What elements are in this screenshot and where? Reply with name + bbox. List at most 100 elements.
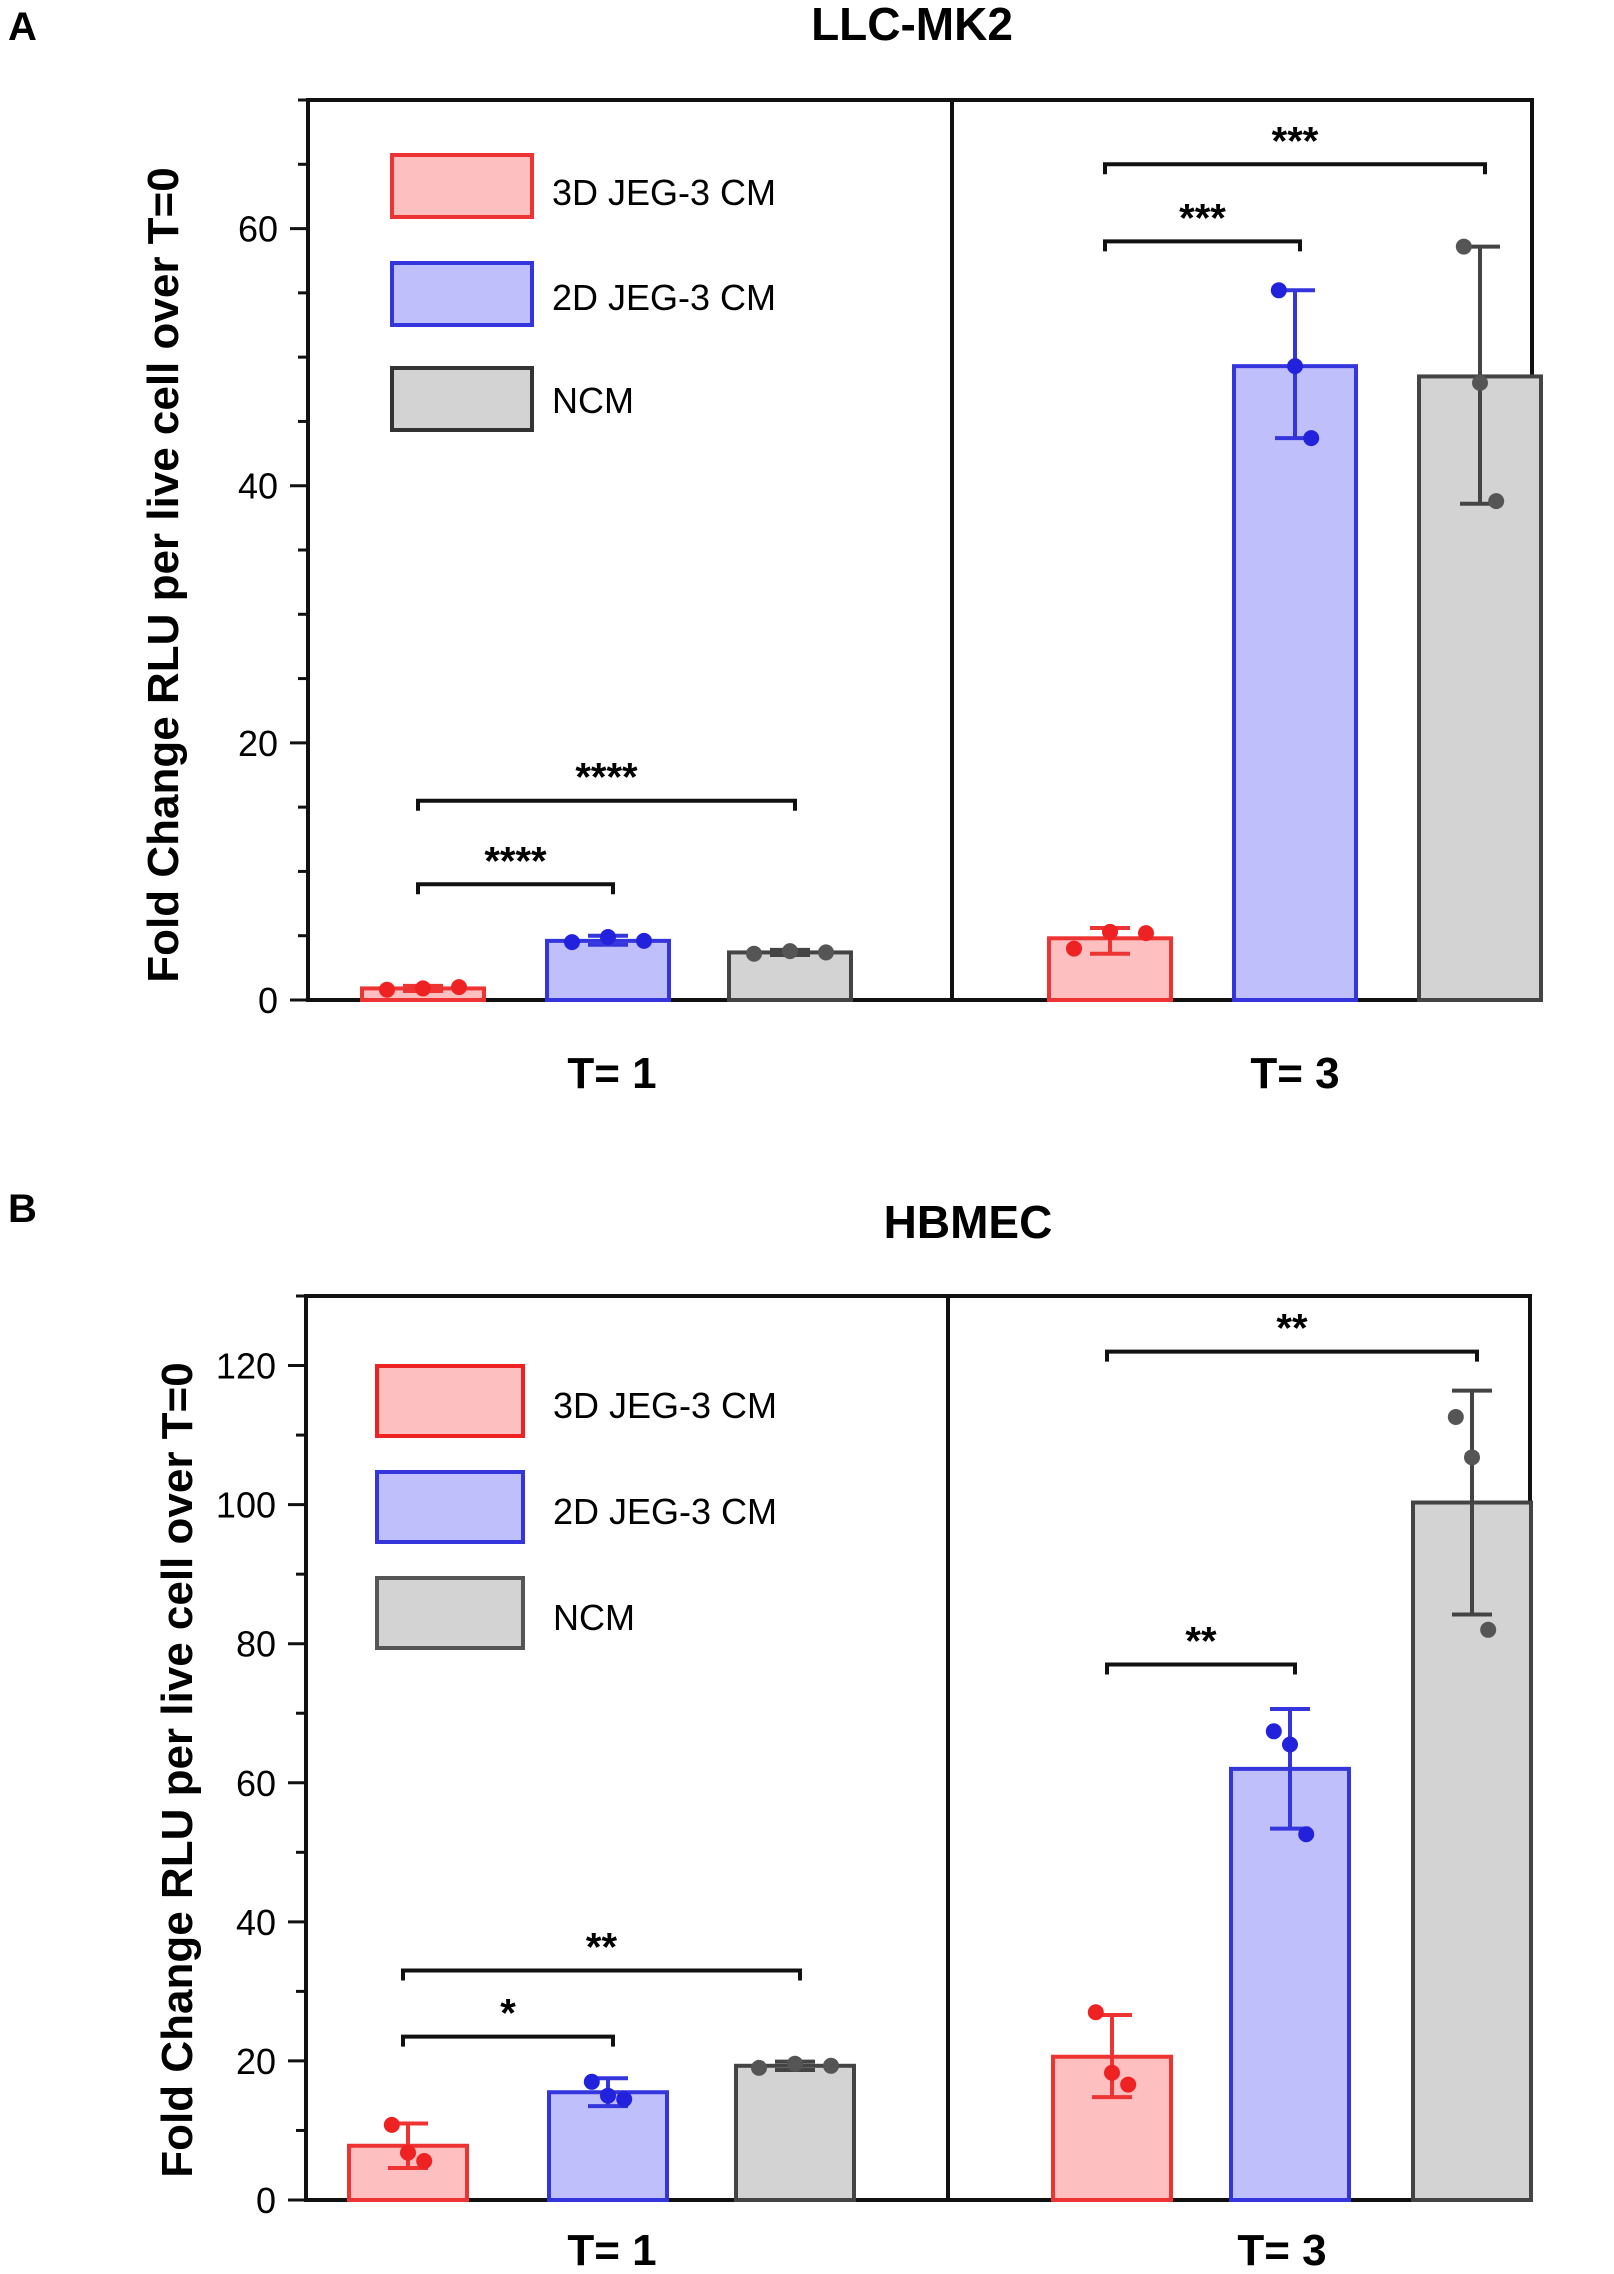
data-point <box>600 929 616 945</box>
significance-label: **** <box>575 756 638 800</box>
significance-label: *** <box>1272 119 1319 163</box>
data-point <box>1066 940 1082 957</box>
significance-bracket <box>401 1968 802 1981</box>
significance-label: ** <box>586 1926 618 1970</box>
data-point <box>415 980 431 997</box>
data-point <box>1488 493 1505 510</box>
significance-label: * <box>500 1992 516 2036</box>
data-point <box>564 934 580 951</box>
legend-a-swatch-2d <box>390 261 534 327</box>
data-point <box>1104 2064 1120 2081</box>
significance-label: ** <box>1276 1307 1308 1351</box>
data-point <box>1287 358 1303 375</box>
data-point <box>379 981 395 998</box>
data-point <box>1265 1723 1282 1740</box>
data-point <box>823 2057 839 2074</box>
data-point <box>400 2144 416 2161</box>
bar <box>1229 1766 1351 2203</box>
data-point <box>1303 430 1320 447</box>
panel-a-title: LLC-MK2 <box>811 0 1013 50</box>
data-point <box>1087 2004 1104 2021</box>
bar <box>545 938 671 1002</box>
legend-b-swatch-3d <box>375 1364 525 1438</box>
panel-a-label: A <box>8 5 37 49</box>
data-point <box>636 932 652 949</box>
y-tick-label: 40 <box>236 1902 276 1943</box>
data-point <box>1270 282 1287 299</box>
data-point <box>383 2116 400 2133</box>
data-point <box>1120 2076 1137 2093</box>
significance-bracket <box>1105 1349 1479 1362</box>
data-point <box>1138 925 1154 942</box>
data-point <box>600 2087 616 2104</box>
significance-label: *** <box>1179 196 1226 240</box>
panel-a-group-label-t1: T= 1 <box>567 1049 656 1098</box>
data-point <box>583 2073 600 2090</box>
legend-b-label-2d: 2D JEG-3 CM <box>553 1491 777 1532</box>
significance-bracket <box>416 798 797 811</box>
y-tick-label: 60 <box>236 1763 276 1804</box>
y-tick-label: 20 <box>238 723 278 764</box>
data-point <box>787 2055 803 2072</box>
data-point <box>1480 1621 1497 1638</box>
legend-a-label-ncm: NCM <box>552 380 634 421</box>
panel-b-bars <box>347 1388 1533 2203</box>
legend-b-label-3d: 3D JEG-3 CM <box>553 1385 777 1426</box>
legend-b-swatch-2d <box>375 1470 525 1544</box>
panel-b-group-label-t3: T= 3 <box>1237 2226 1326 2274</box>
bar <box>547 2090 669 2202</box>
data-point <box>1472 374 1488 391</box>
panel-a-group-label-t3: T= 3 <box>1250 1049 1339 1098</box>
panel-a-y-axis: 0 20 40 60 <box>238 98 308 1021</box>
legend-a-label-2d: 2D JEG-3 CM <box>552 277 776 318</box>
data-point <box>818 944 834 961</box>
y-tick-label: 20 <box>236 2041 276 2082</box>
data-point <box>751 2059 767 2076</box>
panel-b-label: B <box>8 1187 37 1231</box>
y-tick-label: 100 <box>216 1485 276 1526</box>
y-tick-label: 120 <box>216 1346 276 1387</box>
data-point <box>746 945 762 962</box>
significance-bracket <box>416 882 615 895</box>
data-point <box>1447 1408 1464 1425</box>
legend-b-label-ncm: NCM <box>553 1597 635 1638</box>
significance-bracket <box>1103 239 1302 252</box>
y-tick-label: 0 <box>258 980 278 1021</box>
y-tick-label: 40 <box>238 466 278 507</box>
panel-a: A LLC-MK2 Fold Change RLU per live cell … <box>8 0 1543 1098</box>
panel-b-legend: 3D JEG-3 CM 2D JEG-3 CM NCM <box>375 1364 777 1650</box>
data-point <box>782 943 798 960</box>
panel-b-ylabel: Fold Change RLU per live cell over T=0 <box>153 1362 202 2177</box>
panel-b-title: HBMEC <box>884 1196 1053 1248</box>
legend-a-label-3d: 3D JEG-3 CM <box>552 172 776 213</box>
bar <box>1232 364 1358 1002</box>
data-point <box>1282 1736 1298 1753</box>
panel-b-y-axis: 0 20 40 60 80 100 120 <box>216 1294 306 2221</box>
significance-bracket <box>1103 162 1487 175</box>
legend-a-swatch-ncm <box>390 366 534 432</box>
bar <box>727 950 853 1003</box>
data-point <box>1102 923 1118 940</box>
significance-bracket <box>401 2034 615 2047</box>
data-point <box>1298 1826 1315 1843</box>
significance-label: **** <box>484 839 547 883</box>
panel-b-group-label-t1: T= 1 <box>567 2226 656 2274</box>
legend-b-swatch-ncm <box>375 1576 525 1650</box>
data-point <box>616 2091 633 2108</box>
panel-b: B HBMEC Fold Change RLU per live cell ov… <box>8 1187 1533 2274</box>
significance-label: ** <box>1185 1620 1217 1664</box>
legend-a-swatch-3d <box>390 153 534 219</box>
y-tick-label: 60 <box>238 209 278 250</box>
y-tick-label: 80 <box>236 1624 276 1665</box>
bar <box>734 2063 856 2202</box>
panel-b-significance: ******* <box>401 1307 1479 2047</box>
data-point <box>416 2153 433 2170</box>
data-point <box>1455 238 1472 255</box>
panel-a-ylabel: Fold Change RLU per live cell over T=0 <box>139 167 188 982</box>
data-point <box>1464 1449 1480 1466</box>
y-tick-label: 0 <box>256 2180 276 2221</box>
data-point <box>451 979 467 996</box>
panel-a-bars <box>360 238 1543 1003</box>
significance-bracket <box>1105 1662 1297 1675</box>
